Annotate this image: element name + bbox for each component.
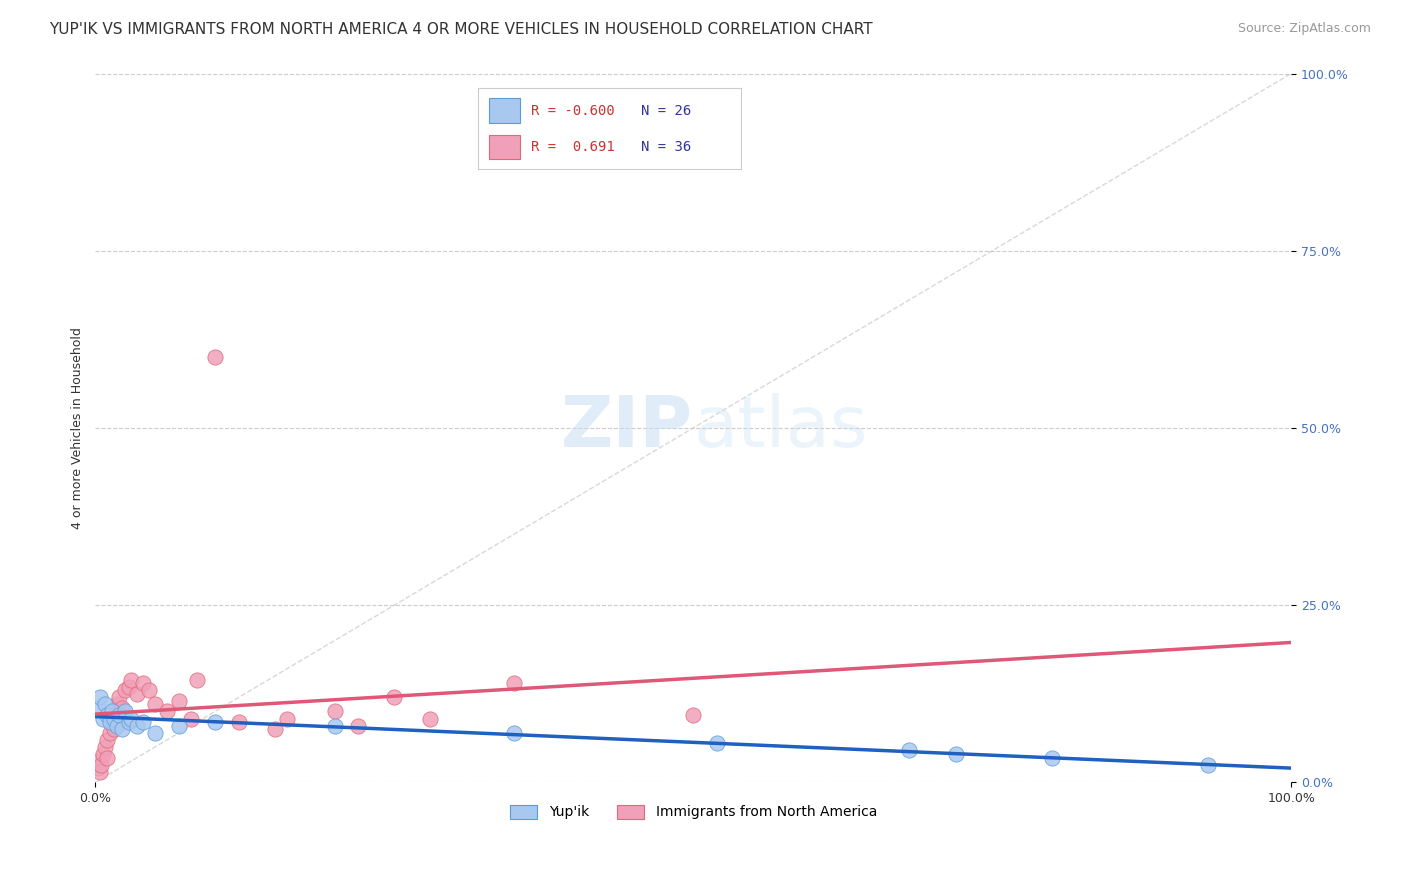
Point	[114, 705, 136, 719]
Point	[101, 715, 124, 730]
Text: YUP'IK VS IMMIGRANTS FROM NORTH AMERICA 4 OR MORE VEHICLES IN HOUSEHOLD CORRELAT: YUP'IK VS IMMIGRANTS FROM NORTH AMERICA …	[49, 22, 873, 37]
Point	[138, 683, 160, 698]
Point	[503, 725, 526, 739]
Point	[706, 736, 728, 750]
Point	[347, 718, 370, 732]
Point	[103, 712, 125, 726]
Point	[204, 350, 226, 364]
Point	[118, 680, 141, 694]
Point	[90, 757, 112, 772]
Text: Source: ZipAtlas.com: Source: ZipAtlas.com	[1237, 22, 1371, 36]
Point	[103, 708, 125, 723]
Point	[87, 754, 110, 768]
Point	[91, 747, 114, 761]
Point	[167, 694, 190, 708]
Point	[89, 690, 111, 705]
Point	[186, 673, 208, 687]
Point	[87, 761, 110, 775]
Point	[111, 701, 134, 715]
Text: ZIP: ZIP	[561, 393, 693, 462]
Point	[132, 676, 155, 690]
Point	[108, 690, 131, 705]
Y-axis label: 4 or more Vehicles in Household: 4 or more Vehicles in Household	[72, 327, 84, 529]
Point	[419, 712, 441, 726]
Point	[323, 718, 346, 732]
Point	[120, 673, 142, 687]
Point	[120, 712, 142, 726]
Point	[96, 708, 118, 723]
Point	[503, 676, 526, 690]
Point	[382, 690, 405, 705]
Point	[263, 722, 285, 736]
Point	[682, 708, 704, 723]
Point	[204, 715, 226, 730]
Point	[276, 712, 298, 726]
Point	[156, 705, 179, 719]
Point	[897, 743, 920, 757]
Point	[108, 708, 131, 723]
Point	[98, 725, 121, 739]
Point	[127, 718, 149, 732]
Point	[114, 683, 136, 698]
Point	[103, 722, 125, 736]
Point	[98, 715, 121, 730]
Point	[105, 718, 128, 732]
Legend: Yup'ik, Immigrants from North America: Yup'ik, Immigrants from North America	[505, 799, 883, 825]
Point	[127, 687, 149, 701]
Point	[143, 725, 166, 739]
Point	[323, 705, 346, 719]
Point	[180, 712, 202, 726]
Point	[101, 705, 124, 719]
Point	[105, 698, 128, 712]
Point	[1040, 750, 1063, 764]
Point	[228, 715, 250, 730]
Point	[94, 698, 117, 712]
Point	[118, 715, 141, 730]
Point	[167, 718, 190, 732]
Point	[96, 732, 118, 747]
Point	[87, 701, 110, 715]
Point	[143, 698, 166, 712]
Point	[96, 750, 118, 764]
Text: atlas: atlas	[693, 393, 868, 462]
Point	[94, 739, 117, 754]
Point	[91, 712, 114, 726]
Point	[111, 722, 134, 736]
Point	[89, 764, 111, 779]
Point	[1197, 757, 1219, 772]
Point	[945, 747, 967, 761]
Point	[132, 715, 155, 730]
